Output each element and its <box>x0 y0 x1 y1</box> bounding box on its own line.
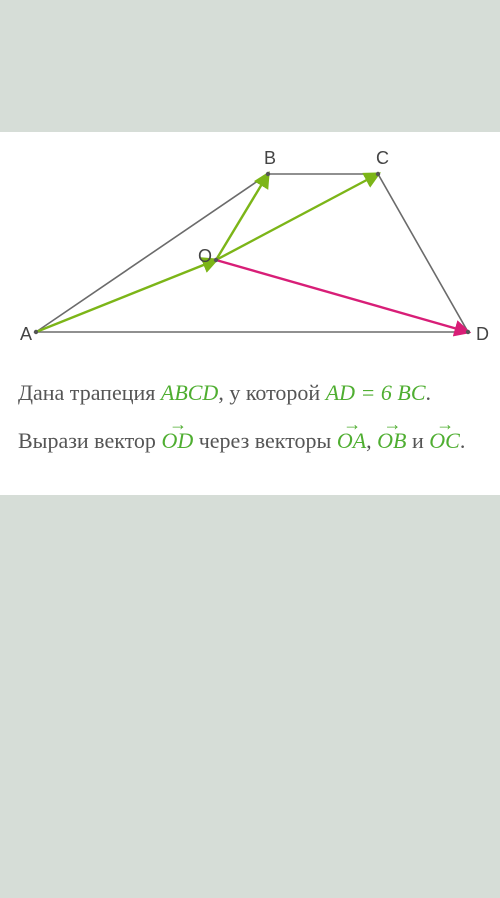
point-B <box>266 172 270 176</box>
label-D: D <box>476 324 489 344</box>
vector-OD-text: OD <box>161 426 193 456</box>
label-B: B <box>264 148 276 168</box>
point-A <box>34 330 38 334</box>
trapezoid-outline <box>36 174 468 332</box>
vector-OA-text: OA <box>337 426 366 456</box>
point-C <box>376 172 380 176</box>
sentence-2: Вырази вектор OD через векторы OA, OB и … <box>18 426 482 456</box>
trapezoid-diagram: A B C D O <box>0 132 500 372</box>
vector-OC-text: OC <box>429 426 460 456</box>
bottom-spacer <box>0 495 500 898</box>
math-AD: AD <box>326 380 355 405</box>
top-spacer <box>0 0 500 132</box>
problem-card: A B C D O Дана трапеция ABCD, у которой … <box>0 132 500 495</box>
txt: , у которой <box>218 380 325 405</box>
txt: Вырази вектор <box>18 428 161 453</box>
vector-OD <box>216 260 468 332</box>
problem-text: Дана трапеция ABCD, у которой AD = 6 BC.… <box>0 372 500 495</box>
txt: и <box>406 428 429 453</box>
math-6: 6 <box>381 380 392 405</box>
math-eq: = <box>355 380 381 405</box>
txt: . <box>426 380 432 405</box>
math-BC: BC <box>397 380 425 405</box>
label-A: A <box>20 324 32 344</box>
label-C: C <box>376 148 389 168</box>
point-D <box>466 330 470 334</box>
sentence-1: Дана трапеция ABCD, у которой AD = 6 BC. <box>18 378 482 408</box>
math-ABCD: ABCD <box>161 380 218 405</box>
vector-OC <box>216 174 378 260</box>
point-O <box>214 258 218 262</box>
label-O: O <box>198 246 212 266</box>
txt: , <box>366 428 377 453</box>
txt: . <box>460 428 466 453</box>
vector-OB-text: OB <box>377 426 406 456</box>
txt: через векторы <box>193 428 337 453</box>
txt: Дана трапеция <box>18 380 161 405</box>
